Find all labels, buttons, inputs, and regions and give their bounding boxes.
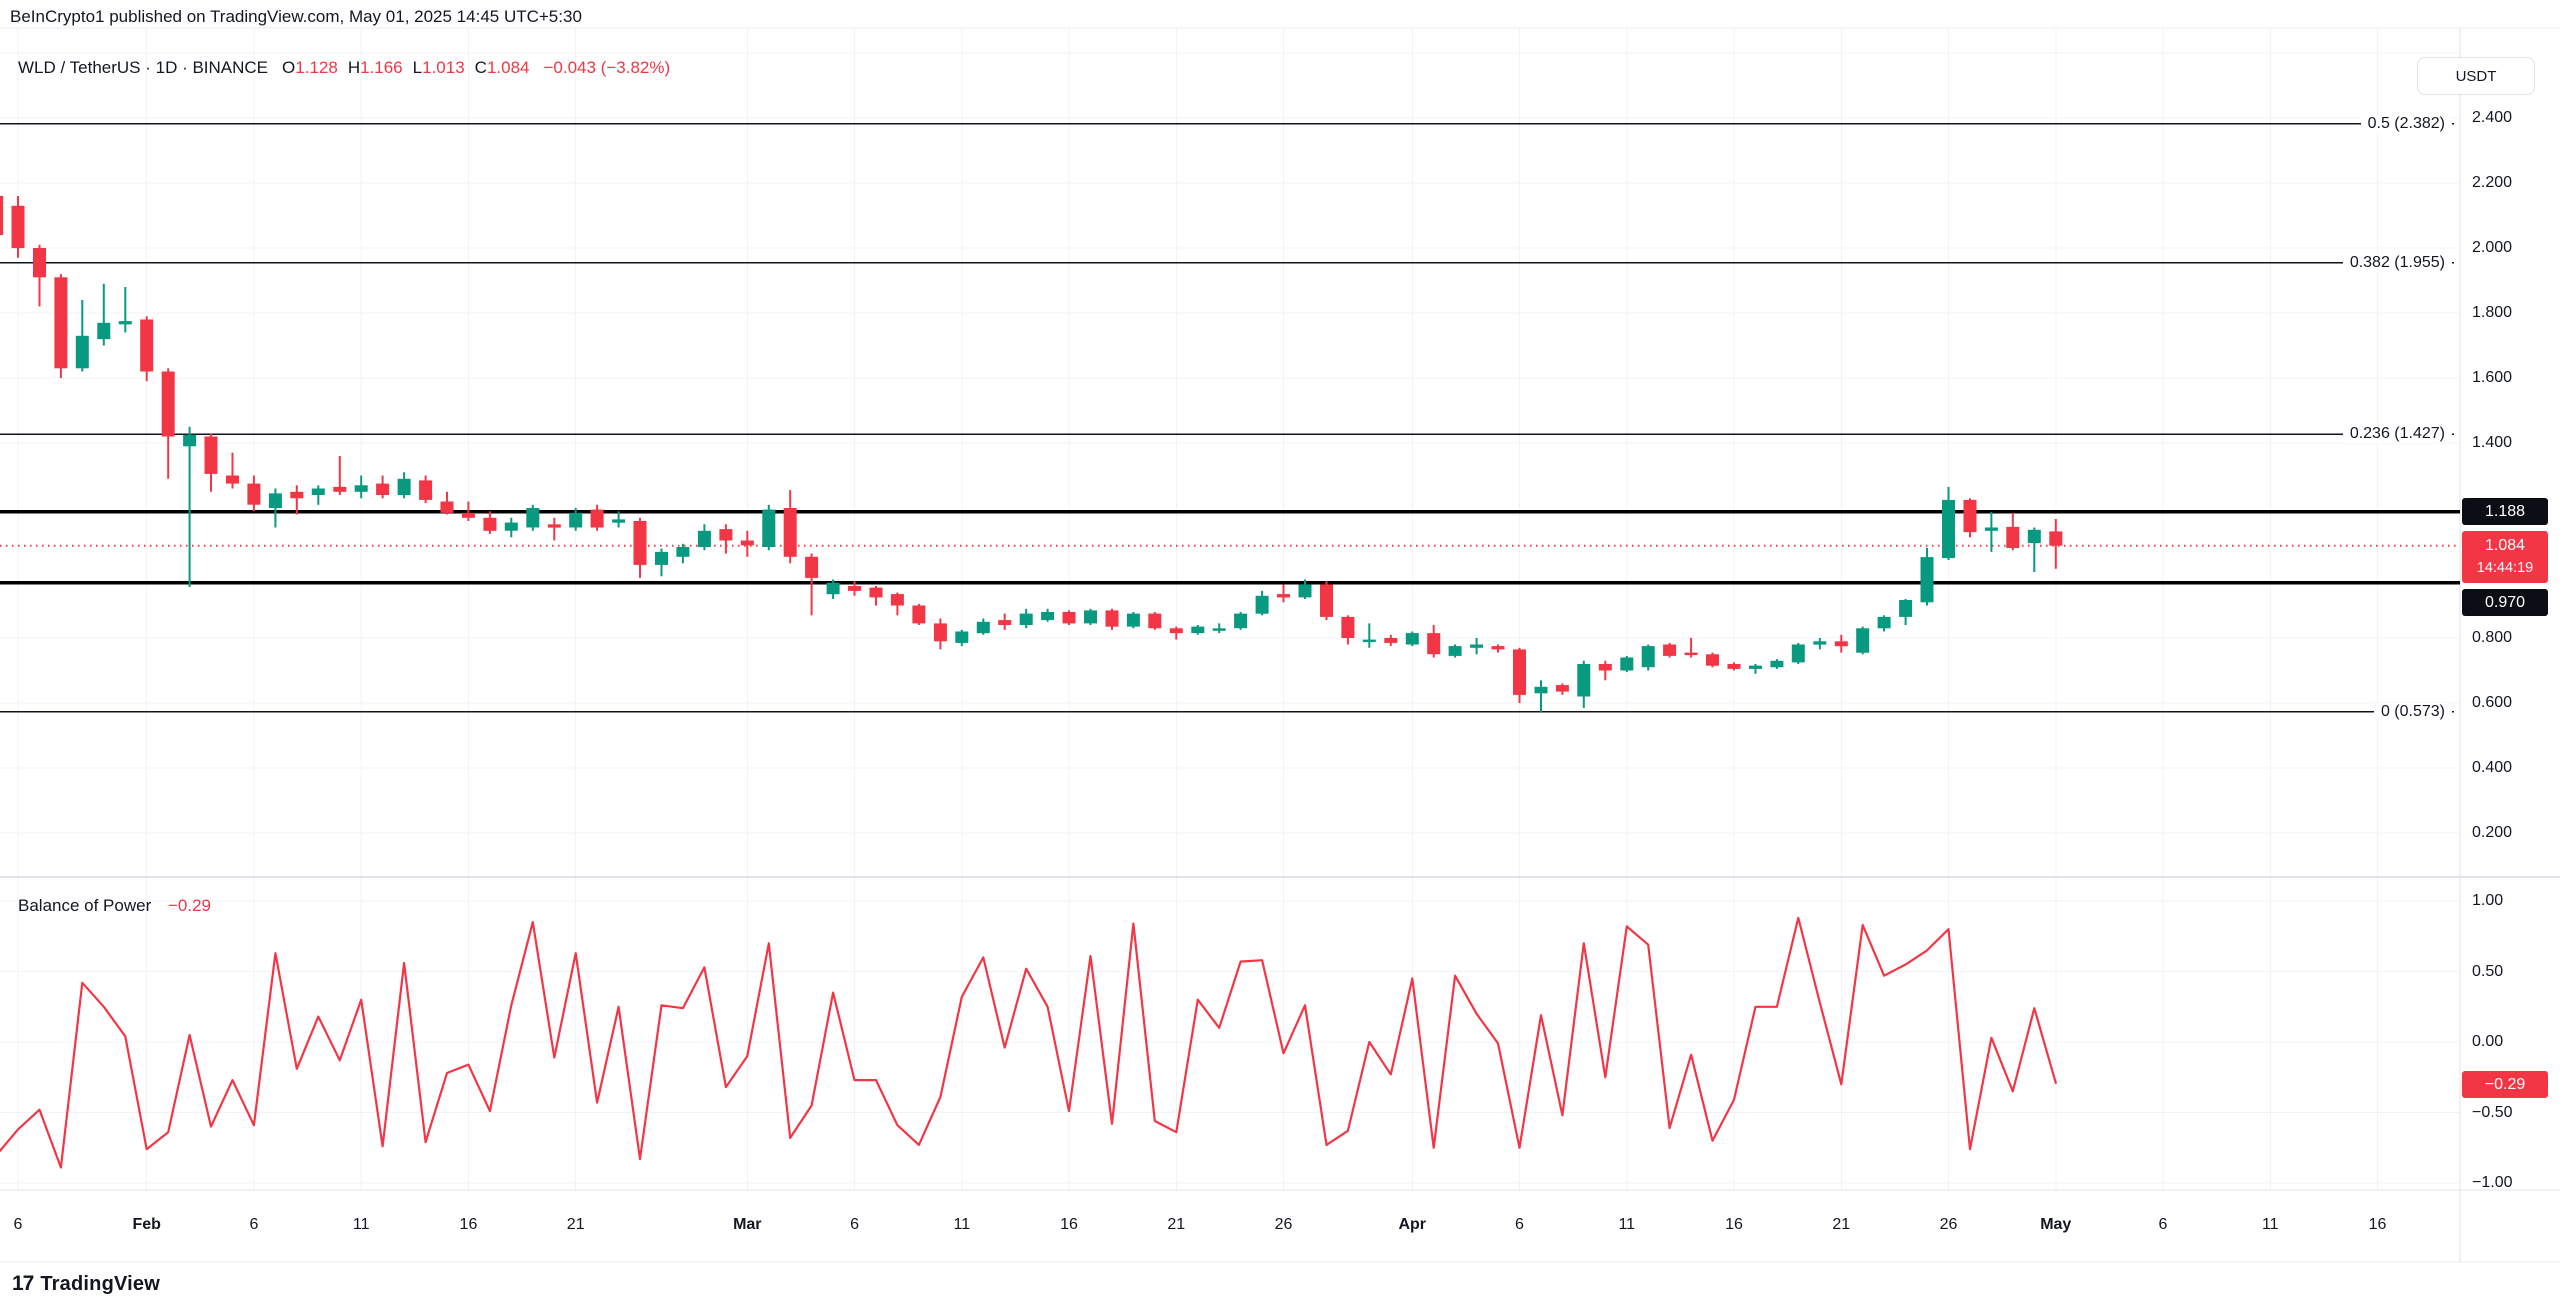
- price-tick-label: 1.600: [2472, 369, 2513, 386]
- currency-toggle-button[interactable]: USDT: [2417, 57, 2535, 95]
- time-tick-label: 16: [2368, 1216, 2387, 1233]
- current-price-value: 1.084: [2484, 537, 2526, 554]
- time-tick-label: 11: [2261, 1216, 2279, 1233]
- price-tick-label: 0.800: [2472, 629, 2513, 646]
- indicator-value-badge: −0.29: [2462, 1071, 2548, 1098]
- price-tick-label: 2.200: [2472, 174, 2513, 191]
- fib-level-label[interactable]: 0.382 (1.955): [2342, 253, 2452, 272]
- time-tick-label: 6: [13, 1216, 23, 1233]
- price-tick-label: 0.400: [2472, 759, 2513, 776]
- time-tick-label: 21: [1167, 1216, 1186, 1233]
- attribution-text: BeInCrypto1 published on TradingView.com…: [10, 7, 582, 26]
- symbol-legend[interactable]: WLD / TetherUS · 1D · BINANCE O1.128 H1.…: [18, 58, 670, 78]
- tradingview-brand-text[interactable]: TradingView: [40, 1272, 161, 1295]
- indicator-tick-label: 1.00: [2472, 892, 2504, 909]
- countdown-timer: 14:44:19: [2476, 560, 2534, 576]
- indicator-title[interactable]: Balance of Power: [18, 896, 152, 915]
- time-tick-label: 6: [1515, 1216, 1524, 1233]
- price-scale[interactable]: 2.400 2.200 2.000 1.800 1.600 1.400 0.800 0.600…: [2460, 0, 2560, 1262]
- time-tick-label: Mar: [733, 1216, 762, 1233]
- indicator-value: −0.29: [167, 896, 211, 915]
- ray-price-badge-upper: 1.188: [2462, 498, 2548, 525]
- indicator-tick-label: −1.00: [2472, 1174, 2513, 1191]
- price-tick-label: 1.400: [2472, 434, 2513, 451]
- time-scale[interactable]: 6 Feb 6 11 16 21 Mar 6 11 16 21 26 Apr 6 11 16 21 26 May 6 1…: [0, 1212, 2560, 1246]
- symbol-title[interactable]: WLD / TetherUS · 1D · BINANCE: [18, 58, 269, 77]
- time-tick-label: 6: [2158, 1216, 2168, 1233]
- time-tick-label: 26: [1274, 1216, 1293, 1233]
- fib-level-label[interactable]: 0 (0.573): [2373, 702, 2452, 721]
- time-tick-label: 11: [953, 1216, 971, 1233]
- indicator-tick-label: −0.50: [2472, 1103, 2513, 1121]
- time-tick-label: 21: [566, 1216, 585, 1233]
- change-value: −0.043 (−3.82%): [543, 58, 671, 77]
- price-tick-label: 2.000: [2472, 239, 2513, 256]
- time-tick-label: Feb: [132, 1216, 161, 1233]
- time-tick-label: 11: [1618, 1216, 1636, 1233]
- time-tick-label: 16: [1725, 1216, 1743, 1233]
- ohlc-open: O1.128: [282, 58, 338, 77]
- time-tick-label: 26: [1939, 1216, 1958, 1233]
- fib-level-label[interactable]: 0.5 (2.382): [2360, 114, 2452, 133]
- fib-level-label[interactable]: 0.236 (1.427): [2342, 425, 2452, 444]
- ray-price-badge-lower: 0.970: [2462, 589, 2548, 616]
- time-tick-label: May: [2040, 1216, 2072, 1233]
- time-tick-label: 16: [459, 1216, 478, 1233]
- time-tick-label: 16: [1060, 1216, 1078, 1233]
- current-price-badge: 1.084 14:44:19: [2462, 531, 2548, 583]
- ohlc-low: L1.013: [412, 58, 465, 77]
- time-tick-label: 21: [1832, 1216, 1851, 1233]
- ohlc-close: C1.084: [474, 58, 530, 77]
- footer: 17 TradingView: [12, 1272, 160, 1296]
- indicator-legend[interactable]: Balance of Power −0.29: [18, 896, 211, 916]
- price-tick-label: 2.400: [2472, 109, 2513, 126]
- ohlc-high: H1.166: [347, 58, 403, 77]
- indicator-tick-label: 0.50: [2472, 962, 2504, 980]
- time-tick-label: 6: [850, 1216, 859, 1233]
- time-tick-label: 6: [249, 1216, 259, 1233]
- time-tick-label: Apr: [1398, 1216, 1427, 1233]
- price-tick-label: 0.200: [2472, 824, 2513, 841]
- indicator-tick-label: 0.00: [2472, 1033, 2504, 1050]
- tradingview-logo-icon[interactable]: 17: [12, 1272, 34, 1295]
- time-tick-label: 11: [352, 1216, 370, 1233]
- price-tick-label: 1.800: [2472, 304, 2513, 321]
- price-tick-label: 0.600: [2472, 694, 2513, 711]
